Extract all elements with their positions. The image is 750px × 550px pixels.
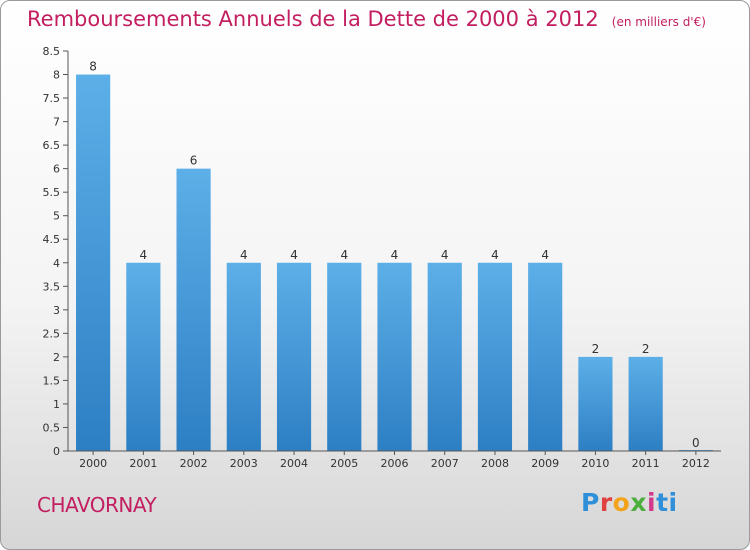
bars: 8 4 6 4 4 4 4 4 4 4 2 2 0	[76, 60, 713, 451]
x-tick-label-2007: 2007	[431, 457, 459, 470]
value-label-2000: 8	[89, 60, 97, 74]
y-tick-label: 2.5	[43, 327, 61, 340]
axes: 2000 2001 2002 2003 2004 2005 2006 2007 2008 2009…	[43, 45, 721, 470]
y-tick-label: 4.5	[43, 233, 61, 246]
chart-unit: (en milliers d'€)	[611, 15, 706, 29]
x-tick-label-2006: 2006	[381, 457, 409, 470]
y-tick-label: 2	[53, 351, 60, 364]
x-tick-label-2012: 2012	[682, 457, 710, 470]
place-name: CHAVORNAY	[37, 493, 157, 517]
value-label-2002: 6	[190, 154, 198, 168]
chart-title: Remboursements Annuels de la Dette de 20…	[27, 7, 706, 31]
bar-2009	[528, 262, 563, 451]
bar-2007	[427, 262, 462, 451]
y-tick-label: 8	[53, 69, 60, 82]
y-tick-label: 5.5	[43, 186, 61, 199]
x-tick-label-2010: 2010	[581, 457, 609, 470]
y-tick-label: 4	[53, 257, 60, 270]
x-tick-label-2005: 2005	[330, 457, 358, 470]
logo-letter: t	[656, 488, 669, 517]
chart-title-text: Remboursements Annuels de la Dette de 20…	[27, 7, 599, 31]
bar-2004	[276, 262, 312, 451]
y-tick-label: 6	[53, 163, 60, 176]
bar-2002	[176, 168, 211, 451]
bar-2008	[477, 262, 513, 451]
bar-2006	[377, 262, 412, 451]
y-tick-label: 3.5	[43, 280, 61, 293]
bar-2003	[226, 262, 261, 451]
logo-letter: x	[630, 488, 647, 517]
x-tick-label-2004: 2004	[280, 457, 308, 470]
y-tick-label: 0.5	[43, 421, 61, 434]
x-tick-label-2003: 2003	[230, 457, 258, 470]
y-tick-label: 0	[53, 445, 60, 458]
x-tick-label-2009: 2009	[531, 457, 559, 470]
logo-letter: i	[647, 488, 657, 517]
logo-letter: o	[612, 488, 631, 517]
bar-2011	[628, 356, 663, 451]
value-label-2001: 4	[140, 248, 148, 262]
x-tick-label-2000: 2000	[79, 457, 107, 470]
value-label-2003: 4	[240, 248, 248, 262]
y-tick-label: 8.5	[43, 45, 61, 58]
x-tick-label-2008: 2008	[481, 457, 509, 470]
y-tick-label: 1	[53, 398, 60, 411]
value-label-2008: 4	[491, 248, 499, 262]
y-tick-label: 6.5	[43, 139, 61, 152]
bar-2010	[578, 356, 613, 451]
logo-letter: r	[599, 488, 613, 517]
value-label-2010: 2	[592, 342, 600, 356]
bar-2005	[327, 262, 362, 451]
bar-2001	[126, 262, 161, 451]
x-tick-label-2001: 2001	[129, 457, 157, 470]
logo-letter: P	[581, 488, 600, 517]
bar-2000	[76, 74, 111, 451]
x-tick-label-2011: 2011	[632, 457, 660, 470]
y-tick-label: 5	[53, 210, 60, 223]
y-tick-label: 1.5	[43, 374, 61, 387]
value-label-2011: 2	[642, 342, 650, 356]
value-label-2009: 4	[541, 248, 549, 262]
value-label-2004: 4	[290, 248, 298, 262]
y-tick-label: 3	[53, 304, 60, 317]
value-label-2005: 4	[340, 248, 348, 262]
value-label-2006: 4	[391, 248, 399, 262]
y-tick-label: 7.5	[43, 92, 61, 105]
y-tick-label: 7	[53, 116, 60, 129]
value-label-2007: 4	[441, 248, 449, 262]
x-tick-label-2002: 2002	[180, 457, 208, 470]
logo-letter: i	[668, 488, 678, 517]
value-label-2012: 0	[692, 436, 700, 450]
proxiti-logo: Proxiti	[581, 488, 678, 517]
